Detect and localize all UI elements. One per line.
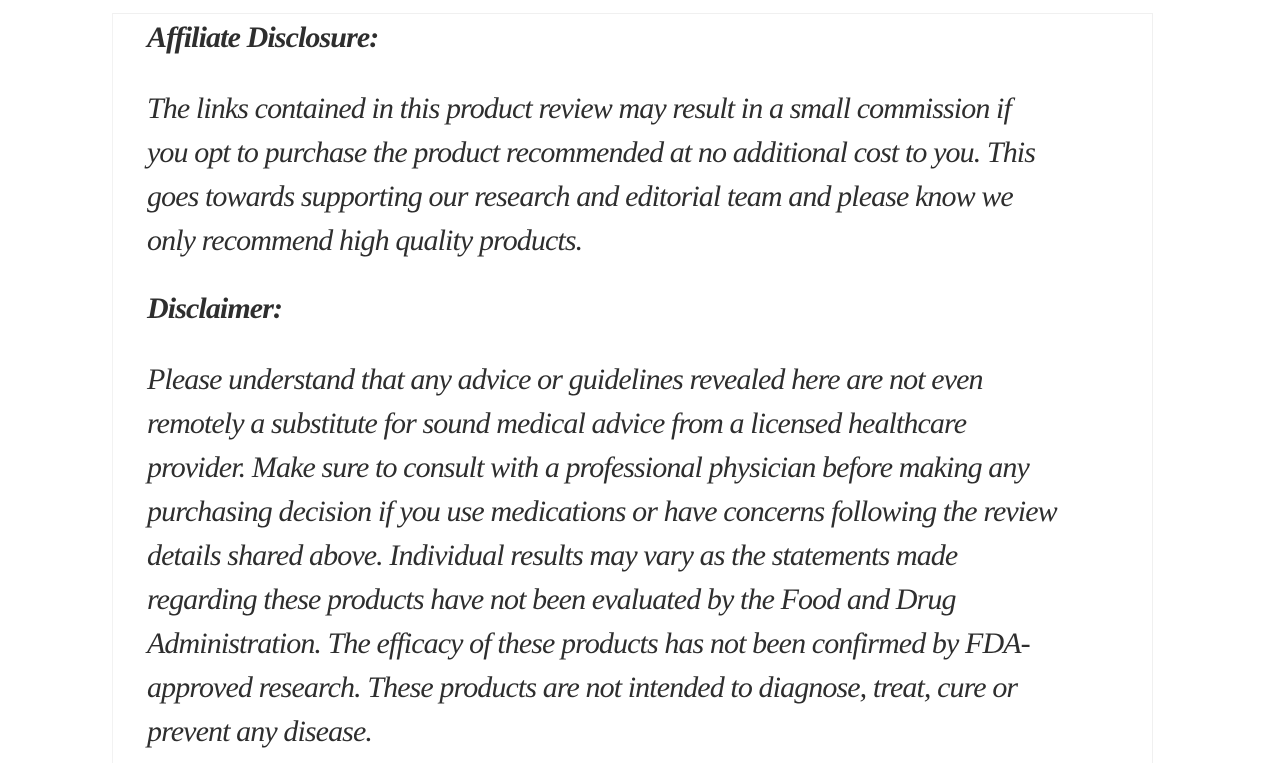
- disclaimer-paragraph: Please understand that any advice or gui…: [147, 358, 1152, 754]
- paragraph-line: approved research. These products are no…: [147, 671, 1018, 704]
- affiliate-disclosure-paragraph: The links contained in this product revi…: [147, 87, 1152, 263]
- paragraph-line: Please understand that any advice or gui…: [147, 363, 984, 396]
- disclaimer-heading: Disclaimer:: [147, 292, 283, 325]
- paragraph-line: details shared above. Individual results…: [147, 539, 958, 572]
- paragraph-line: only recommend high quality products.: [147, 224, 583, 257]
- affiliate-disclosure-section: Affiliate Disclosure: The links containe…: [147, 16, 1152, 263]
- article-content-card: Affiliate Disclosure: The links containe…: [112, 13, 1153, 763]
- paragraph-line: remotely a substitute for sound medical …: [147, 407, 967, 440]
- paragraph-line: regarding these products have not been e…: [147, 583, 956, 616]
- affiliate-disclosure-heading: Affiliate Disclosure:: [147, 21, 379, 54]
- paragraph-line: goes towards supporting our research and…: [147, 180, 1014, 213]
- paragraph-line: provider. Make sure to consult with a pr…: [147, 451, 1030, 484]
- paragraph-line: The links contained in this product revi…: [147, 92, 1012, 125]
- paragraph-line: you opt to purchase the product recommen…: [147, 136, 1036, 169]
- paragraph-line: Administration. The efficacy of these pr…: [147, 627, 1031, 660]
- paragraph-line: purchasing decision if you use medicatio…: [147, 495, 1058, 528]
- paragraph-line: prevent any disease.: [147, 715, 373, 748]
- disclaimer-section: Disclaimer: Please understand that any a…: [147, 287, 1152, 754]
